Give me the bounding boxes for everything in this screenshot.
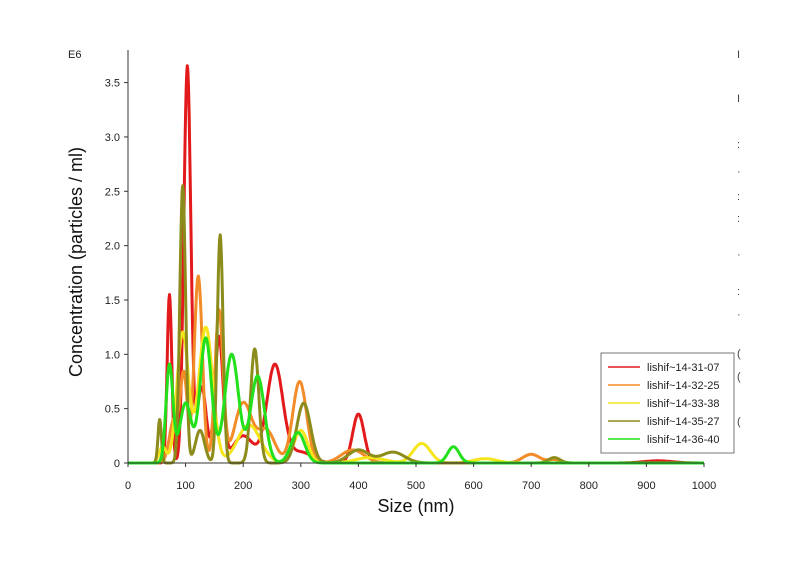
y-axis-title: Concentration (particles / ml) bbox=[66, 147, 86, 377]
legend-label: lishif~14-35-27 bbox=[647, 416, 719, 428]
x-tick-label: 200 bbox=[234, 480, 252, 492]
x-tick-label: 600 bbox=[464, 480, 482, 492]
x-tick-label: 0 bbox=[125, 480, 131, 492]
x-tick-label: 700 bbox=[522, 480, 540, 492]
right-edge-glyphs: II:·::·:·((( bbox=[737, 49, 741, 428]
edge-glyph: · bbox=[737, 166, 741, 178]
edge-glyph: : bbox=[737, 213, 740, 225]
legend: lishif~14-31-07 lishif~14-32-25 lishif~14-… bbox=[600, 352, 735, 454]
y-tick-label: 0.5 bbox=[105, 404, 120, 416]
x-ticks: 0 100 200 300 400 500 600 700 800 900 1000 bbox=[125, 463, 716, 492]
edge-glyph: ( bbox=[737, 371, 741, 383]
legend-label: lishif~14-31-07 bbox=[647, 362, 719, 374]
x-tick-label: 900 bbox=[637, 480, 655, 492]
edge-glyph: ( bbox=[737, 348, 741, 360]
x-tick-label: 800 bbox=[580, 480, 598, 492]
y-tick-label: 2.0 bbox=[105, 241, 120, 253]
y-tick-label: 1.5 bbox=[105, 295, 120, 307]
x-tick-label: 500 bbox=[407, 480, 425, 492]
legend-label: lishif~14-32-25 bbox=[647, 380, 719, 392]
x-axis-title: Size (nm) bbox=[377, 496, 454, 516]
x-tick-label: 1000 bbox=[692, 480, 716, 492]
edge-glyph: : bbox=[737, 191, 740, 203]
edge-glyph: I bbox=[737, 93, 740, 105]
y-tick-label: 1.0 bbox=[105, 349, 120, 361]
y-tick-label: 2.5 bbox=[105, 186, 120, 198]
edge-glyph: · bbox=[737, 309, 741, 321]
edge-glyph: : bbox=[737, 286, 740, 298]
y-exponent-label: E6 bbox=[68, 49, 81, 61]
edge-glyph: : bbox=[737, 139, 740, 151]
edge-glyph: ( bbox=[737, 416, 741, 428]
edge-glyph: · bbox=[737, 249, 741, 261]
legend-label: lishif~14-36-40 bbox=[647, 434, 719, 446]
y-tick-label: 3.5 bbox=[105, 78, 120, 90]
x-tick-label: 100 bbox=[176, 480, 194, 492]
y-tick-label: 0 bbox=[114, 458, 120, 470]
legend-label: lishif~14-33-38 bbox=[647, 398, 719, 410]
x-tick-label: 300 bbox=[292, 480, 310, 492]
y-tick-label: 3.0 bbox=[105, 132, 120, 144]
edge-glyph: I bbox=[737, 49, 740, 61]
y-ticks: 0 0.5 1.0 1.5 2.0 2.5 3.0 3.5 bbox=[105, 78, 128, 470]
x-tick-label: 400 bbox=[349, 480, 367, 492]
